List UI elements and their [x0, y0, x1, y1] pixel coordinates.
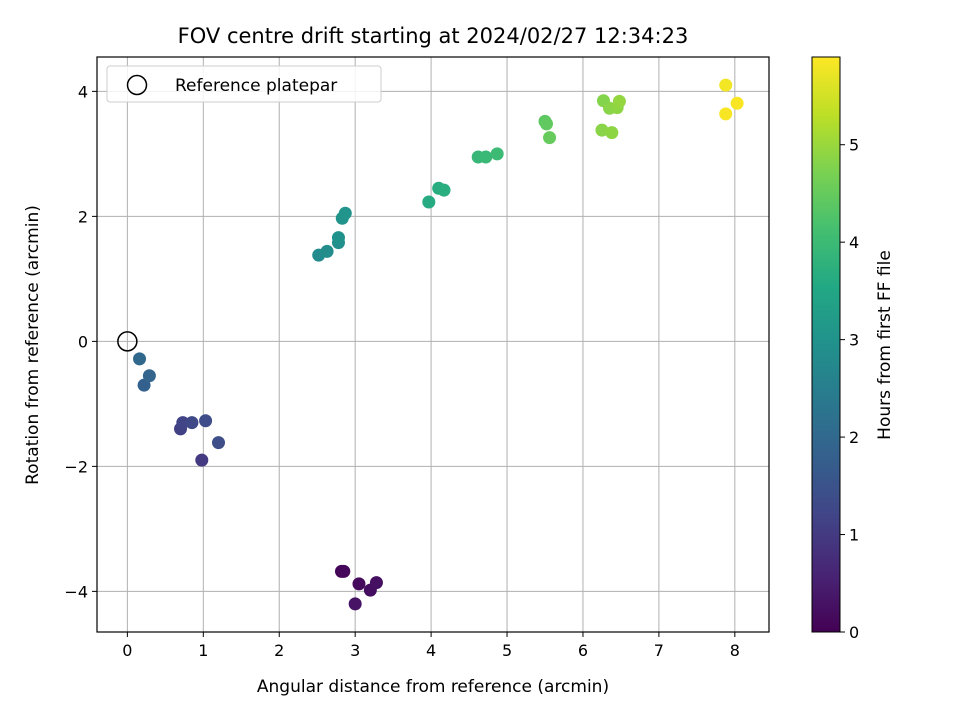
data-point	[211, 436, 225, 450]
colorbar-tick-label: 0	[849, 623, 859, 642]
data-point	[369, 576, 383, 590]
data-point	[490, 147, 504, 161]
data-point	[543, 131, 557, 145]
x-tick-label: 6	[578, 641, 588, 660]
y-tick-label: 2	[78, 207, 88, 226]
data-point	[199, 414, 213, 428]
data-point	[605, 126, 619, 140]
data-point	[612, 94, 626, 108]
data-point	[540, 117, 554, 131]
data-point	[730, 96, 744, 110]
colorbar-label: Hours from first FF file	[875, 250, 895, 440]
x-tick-label: 4	[426, 641, 436, 660]
x-tick-label: 0	[122, 641, 132, 660]
chart-title: FOV centre drift starting at 2024/02/27 …	[178, 24, 689, 48]
plot-frame	[96, 56, 770, 633]
data-point	[422, 195, 436, 209]
data-point	[185, 416, 199, 430]
grid	[97, 57, 769, 632]
data-point	[719, 107, 733, 121]
y-tick-label: −2	[64, 457, 88, 476]
x-axis-label: Angular distance from reference (arcmin)	[257, 677, 609, 697]
data-point	[352, 577, 366, 591]
legend-box	[106, 65, 382, 103]
data-point	[142, 369, 156, 383]
x-tick-label: 5	[502, 641, 512, 660]
colorbar-tick-label: 2	[849, 428, 859, 447]
colorbar-tick-label: 5	[849, 136, 859, 155]
data-point	[719, 78, 733, 92]
data-point	[337, 564, 351, 578]
data-point	[595, 123, 609, 137]
x-tick-label: 2	[274, 641, 284, 660]
colorbar-tick-label: 3	[849, 331, 859, 350]
y-tick-label: −4	[64, 582, 88, 601]
data-points	[117, 78, 744, 611]
data-point	[320, 244, 334, 258]
x-tick-label: 1	[198, 641, 208, 660]
y-axis-label: Rotation from reference (arcmin)	[23, 205, 43, 485]
x-tick-label: 7	[654, 641, 664, 660]
x-tick-label: 8	[730, 641, 740, 660]
data-point	[437, 183, 451, 197]
colorbar-ticks: 0 1 2 3 4 5	[840, 136, 859, 642]
colorbar-tick-label: 1	[849, 526, 859, 545]
x-tick-label: 3	[350, 641, 360, 660]
colorbar	[811, 56, 841, 633]
legend: Reference platepar	[106, 65, 382, 103]
data-point	[331, 231, 345, 245]
y-tick-label: 0	[78, 332, 88, 351]
reference-platepar-marker	[117, 331, 138, 352]
data-point	[176, 416, 190, 430]
x-axis-ticks: 0 1 2 3 4 5 6 7 8	[122, 632, 740, 660]
y-tick-label: 4	[78, 82, 88, 101]
data-point	[195, 453, 209, 467]
colorbar-tick-label: 4	[849, 233, 859, 252]
legend-reference-marker	[126, 74, 148, 96]
data-point	[348, 597, 362, 611]
data-point	[338, 206, 352, 220]
data-point	[133, 352, 147, 366]
data-point	[479, 150, 493, 164]
y-axis-ticks: −4 −2 0 2 4	[64, 82, 97, 601]
legend-label: Reference platepar	[175, 76, 337, 96]
